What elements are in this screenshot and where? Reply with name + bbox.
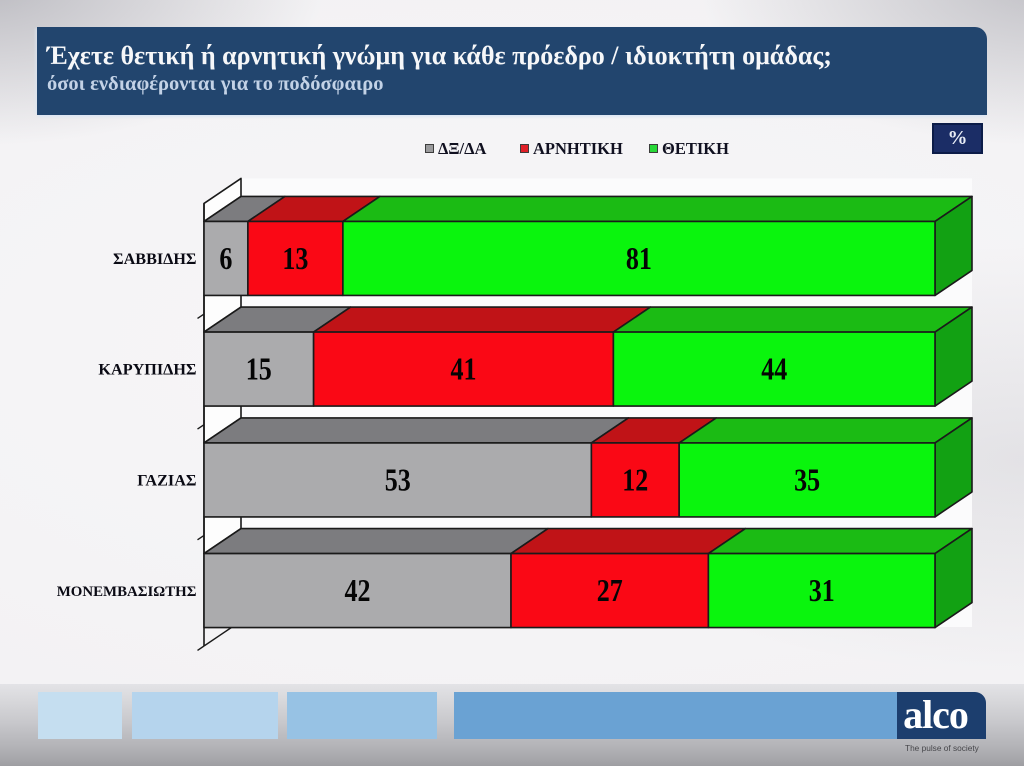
svg-text:ΚΑΡΥΠΙΔΗΣ: ΚΑΡΥΠΙΔΗΣ — [98, 361, 196, 379]
svg-text:41: 41 — [451, 351, 477, 387]
svg-text:ΓΑΖΙΑΣ: ΓΑΖΙΑΣ — [137, 471, 196, 489]
svg-text:6: 6 — [219, 240, 232, 276]
svg-text:44: 44 — [761, 351, 787, 387]
svg-text:ΜΟΝΕΜΒΑΣΙΩΤΗΣ: ΜΟΝΕΜΒΑΣΙΩΤΗΣ — [57, 584, 197, 600]
svg-text:15: 15 — [246, 351, 272, 387]
svg-text:12: 12 — [622, 461, 648, 497]
svg-text:35: 35 — [794, 461, 820, 497]
svg-text:13: 13 — [282, 240, 308, 276]
svg-text:53: 53 — [385, 461, 411, 497]
svg-text:81: 81 — [626, 240, 652, 276]
svg-text:27: 27 — [597, 572, 623, 608]
svg-text:42: 42 — [345, 572, 371, 608]
svg-text:31: 31 — [809, 572, 835, 608]
svg-text:ΣΑΒΒΙΔΗΣ: ΣΑΒΒΙΔΗΣ — [113, 250, 197, 268]
